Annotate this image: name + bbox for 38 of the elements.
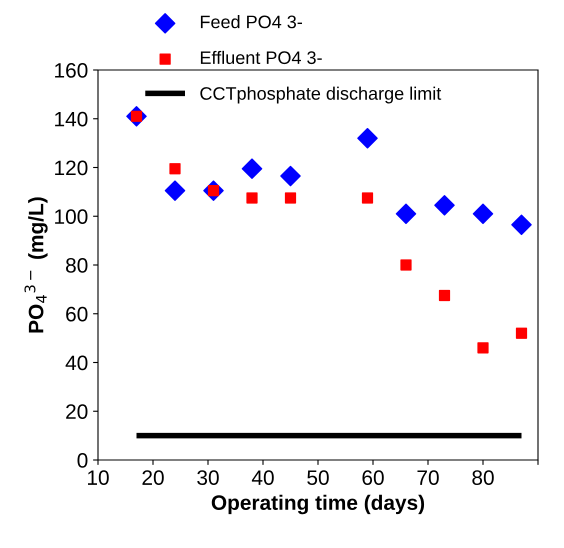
point <box>516 328 528 339</box>
y-tick-label: 40 <box>66 356 88 370</box>
point <box>511 214 532 236</box>
point <box>396 204 416 224</box>
x-tick-label: 30 <box>197 470 219 486</box>
point <box>472 204 494 224</box>
y-tick-label: 20 <box>66 404 88 420</box>
x-tick-label: 10 <box>88 470 109 486</box>
point <box>438 290 450 302</box>
point <box>477 342 489 354</box>
point <box>164 180 186 201</box>
point <box>246 192 258 204</box>
x-tick-label: 40 <box>252 470 274 486</box>
x-axis-title: Operating time (days) <box>212 494 424 514</box>
y-tick-label: 120 <box>55 160 88 176</box>
y-tick-label: 80 <box>66 258 88 273</box>
point <box>362 192 374 204</box>
point <box>284 192 296 204</box>
y-axis-title: PO$_{4}$$^{3−}$ (mg/L) <box>24 197 48 332</box>
point <box>357 128 378 149</box>
x-tick-label: 50 <box>307 470 329 486</box>
x-tick-label: 20 <box>142 470 164 486</box>
y-tick-label: 0 <box>78 453 88 468</box>
x-tick-label: 70 <box>417 470 439 486</box>
legend-label: Feed PO4 3- <box>200 15 302 28</box>
point <box>400 259 412 271</box>
x-tick-label: 60 <box>362 470 384 486</box>
point <box>242 158 262 179</box>
y-tick-label: 60 <box>66 306 88 322</box>
y-tick-label: 140 <box>55 112 88 127</box>
x-tick-label: 80 <box>472 470 494 486</box>
legend-label: CCTphosphate discharge limit <box>200 86 442 104</box>
point <box>434 195 455 216</box>
legend-label: Effluent PO4 3- <box>200 50 322 64</box>
point <box>169 163 181 174</box>
point <box>280 166 301 186</box>
y-tick-label: 160 <box>55 63 88 78</box>
y-tick-label: 100 <box>55 209 88 224</box>
